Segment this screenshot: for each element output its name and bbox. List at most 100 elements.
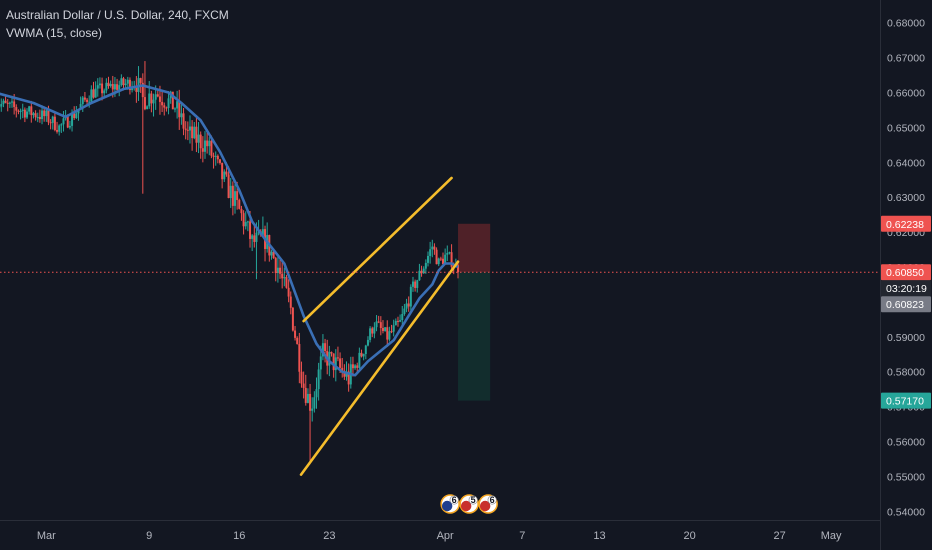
candle-up: [188, 126, 191, 131]
price-tick-label: 0.56000: [887, 436, 925, 448]
candle-up: [154, 94, 157, 100]
candle-down: [66, 116, 69, 128]
candle-down: [442, 258, 445, 265]
event-count: 6: [452, 495, 457, 505]
candle-up: [392, 325, 395, 332]
candle-up: [401, 314, 404, 321]
candle-up: [203, 140, 206, 152]
candle-down: [210, 140, 213, 156]
candle-down: [191, 126, 194, 139]
candle-down: [396, 320, 399, 322]
economic-events[interactable]: 6 5 6: [440, 494, 498, 514]
candle-down: [339, 358, 342, 368]
candle-down: [309, 393, 312, 411]
candle-down: [236, 191, 239, 200]
countdown-tag: [881, 280, 931, 297]
price-tick-label: 0.55000: [887, 471, 925, 483]
candle-up: [197, 134, 200, 143]
candle-up: [28, 106, 31, 112]
candle-down: [17, 110, 20, 112]
candle-up: [418, 270, 421, 281]
candle-down: [182, 113, 185, 129]
candle-up: [208, 140, 211, 147]
candle-down: [347, 371, 350, 385]
candle-up: [173, 108, 176, 110]
flag-us-icon: [460, 500, 472, 512]
candle-up: [364, 345, 367, 355]
candle-down: [330, 352, 333, 354]
candle-down: [6, 102, 9, 104]
candle-up: [113, 84, 116, 90]
time-tick-label: 13: [593, 530, 605, 542]
candle-up: [68, 125, 71, 128]
time-tick-label: 20: [683, 530, 695, 542]
candle-down: [107, 82, 110, 87]
candle-down: [150, 93, 153, 104]
price-tick-label: 0.68000: [887, 18, 925, 30]
candle-up: [319, 356, 322, 370]
candle-down: [201, 148, 204, 152]
candle-down: [300, 371, 303, 384]
candle-up: [366, 339, 369, 346]
price-tick-label: 0.58000: [887, 367, 925, 379]
candle-up: [317, 369, 320, 390]
trendline-drawings[interactable]: [299, 176, 460, 476]
lower-channel-line[interactable]: [299, 260, 460, 476]
candle-up: [124, 83, 127, 86]
candle-up: [448, 252, 451, 254]
candle-down: [139, 78, 142, 83]
candle-up: [234, 191, 237, 206]
stop-loss-zone[interactable]: [458, 223, 491, 273]
candle-up: [148, 93, 151, 107]
candle-up: [45, 110, 48, 117]
candle-down: [83, 97, 86, 100]
candle-up: [88, 101, 91, 103]
candle-down: [356, 365, 359, 368]
candle-up: [306, 393, 309, 403]
target-price-tag: [881, 392, 931, 409]
event-count-bubble: [487, 495, 497, 505]
price-tick-label: 0.59000: [887, 332, 925, 344]
candle-up: [399, 320, 402, 322]
countdown-tag-label: 03:20:19: [886, 283, 927, 295]
candle-down: [238, 199, 241, 209]
candle-up: [255, 232, 258, 242]
candle-up: [246, 221, 249, 223]
candle-up: [369, 328, 372, 340]
symbol-title[interactable]: Australian Dollar / U.S. Dollar, 240, FX…: [6, 8, 229, 22]
time-axis-panel[interactable]: [0, 520, 880, 550]
candle-down: [253, 235, 256, 242]
candle-down: [379, 322, 382, 328]
candle-down: [101, 83, 104, 94]
candle-up: [416, 280, 419, 288]
candle-up: [79, 104, 82, 109]
candle-up: [444, 254, 447, 265]
position-tool[interactable]: [458, 223, 491, 401]
candle-down: [371, 328, 374, 334]
last-close-tag-label: 0.60823: [886, 299, 924, 311]
candle-up: [313, 397, 316, 409]
event-count-bubble: [449, 495, 459, 505]
candle-down: [163, 105, 166, 108]
candle-down: [433, 246, 436, 250]
candle-up: [422, 268, 425, 274]
candle-up: [36, 117, 39, 119]
candle-up: [437, 258, 440, 265]
upper-channel-line[interactable]: [302, 176, 453, 323]
indicator-title[interactable]: VWMA (15, close): [6, 26, 103, 40]
take-profit-zone[interactable]: [458, 272, 491, 401]
candle-down: [414, 281, 417, 288]
candle-down: [15, 107, 18, 111]
candle-up: [244, 222, 247, 227]
candle-up: [120, 78, 123, 86]
candle-down: [178, 101, 181, 118]
candle-up: [152, 99, 155, 104]
candle-down: [212, 155, 215, 157]
candle-down: [390, 331, 393, 333]
candle-up: [21, 109, 24, 111]
candle-up: [328, 352, 331, 366]
candle-down: [216, 155, 219, 160]
event-count: 5: [471, 495, 476, 505]
candle-down: [111, 83, 114, 90]
